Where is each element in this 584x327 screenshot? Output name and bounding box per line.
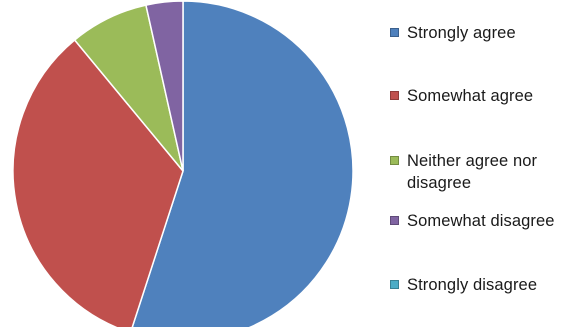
legend-item-strongly-disagree: Strongly disagree <box>390 274 580 296</box>
pie-slice-somewhat-disagree <box>145 0 184 172</box>
legend-swatch <box>390 216 399 225</box>
legend-label: Neither agree nor disagree <box>407 152 538 192</box>
legend-swatch <box>390 91 399 100</box>
legend-label: Somewhat agree <box>407 87 534 105</box>
legend-label: Somewhat disagree <box>407 212 555 230</box>
legend-label: Strongly agree <box>407 24 516 42</box>
legend-swatch <box>390 280 399 289</box>
legend-item-somewhat-agree: Somewhat agree <box>390 85 580 107</box>
legend-item-neither: Neither agree nor disagree <box>390 150 580 194</box>
pie-slice-somewhat-agree <box>12 38 184 327</box>
legend-swatch <box>390 156 399 165</box>
legend-item-somewhat-disagree: Somewhat disagree <box>390 210 580 232</box>
legend-item-strongly-agree: Strongly agree <box>390 22 580 44</box>
legend-swatch <box>390 28 399 37</box>
legend-label: Strongly disagree <box>407 276 538 294</box>
pie-slice-strongly-agree <box>131 0 354 327</box>
